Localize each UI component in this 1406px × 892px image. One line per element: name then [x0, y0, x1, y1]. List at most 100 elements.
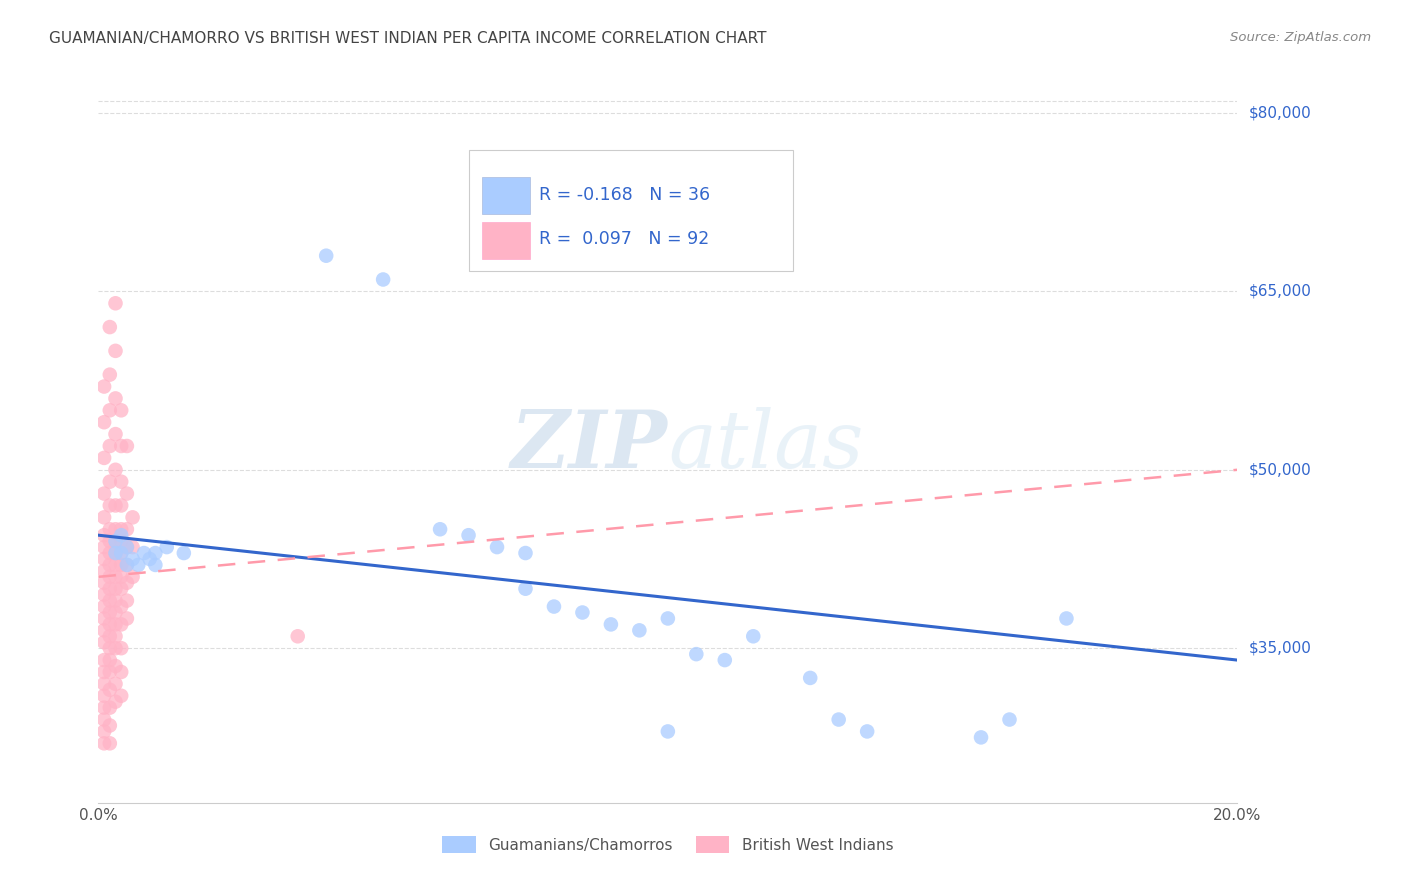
Point [93, 611, 115, 625]
Point [110, 641, 132, 656]
Point [98, 546, 121, 560]
Point [742, 629, 765, 643]
Point [98, 665, 121, 679]
Point [104, 534, 127, 549]
Text: Source: ZipAtlas.com: Source: ZipAtlas.com [1230, 31, 1371, 45]
Point [98, 570, 121, 584]
Point [104, 659, 127, 673]
Point [115, 522, 138, 536]
Point [98, 439, 121, 453]
Point [429, 522, 451, 536]
Point [93, 564, 115, 578]
Point [104, 499, 127, 513]
Point [110, 582, 132, 596]
Point [93, 713, 115, 727]
Point [93, 724, 115, 739]
Point [93, 624, 115, 638]
Point [115, 611, 138, 625]
Point [121, 510, 143, 524]
Point [457, 528, 479, 542]
Point [104, 617, 127, 632]
Point [657, 611, 679, 625]
Point [93, 379, 115, 393]
Point [110, 522, 132, 536]
Point [93, 689, 115, 703]
Text: $50,000: $50,000 [1249, 462, 1312, 477]
Point [115, 593, 138, 607]
Point [93, 575, 115, 590]
Point [110, 534, 132, 549]
Point [110, 558, 132, 572]
Point [132, 546, 155, 560]
Point [104, 343, 127, 358]
Point [1056, 611, 1078, 625]
Point [104, 695, 127, 709]
Point [104, 641, 127, 656]
Text: $65,000: $65,000 [1249, 284, 1312, 299]
Text: R = -0.168   N = 36: R = -0.168 N = 36 [538, 186, 710, 203]
Point [93, 700, 115, 714]
Point [515, 582, 537, 596]
FancyBboxPatch shape [482, 177, 530, 214]
Point [110, 665, 132, 679]
Point [98, 475, 121, 489]
Point [115, 540, 138, 554]
Point [110, 546, 132, 560]
Point [104, 392, 127, 406]
Point [93, 540, 115, 554]
Point [104, 582, 127, 596]
Point [93, 415, 115, 429]
FancyBboxPatch shape [468, 150, 793, 271]
Point [110, 599, 132, 614]
Point [104, 629, 127, 643]
Point [799, 671, 821, 685]
Point [98, 558, 121, 572]
Point [93, 736, 115, 750]
Text: $35,000: $35,000 [1249, 640, 1312, 656]
Point [121, 540, 143, 554]
Point [104, 427, 127, 442]
Point [173, 546, 195, 560]
Point [98, 593, 121, 607]
Point [98, 736, 121, 750]
Point [685, 647, 707, 661]
Point [98, 522, 121, 536]
Point [93, 653, 115, 667]
Point [115, 439, 138, 453]
Point [121, 552, 143, 566]
Point [104, 534, 127, 549]
Point [93, 588, 115, 602]
Point [145, 558, 167, 572]
Point [104, 522, 127, 536]
Point [714, 653, 737, 667]
Point [121, 570, 143, 584]
Point [373, 272, 395, 286]
Point [98, 368, 121, 382]
Point [115, 558, 138, 572]
Text: $80,000: $80,000 [1249, 105, 1312, 120]
Point [287, 629, 309, 643]
Point [98, 700, 121, 714]
Point [93, 599, 115, 614]
Point [127, 558, 149, 572]
Point [828, 713, 851, 727]
Point [110, 499, 132, 513]
Point [93, 528, 115, 542]
Point [93, 635, 115, 649]
Point [110, 475, 132, 489]
Point [98, 617, 121, 632]
Point [98, 629, 121, 643]
Point [98, 499, 121, 513]
Point [156, 540, 179, 554]
Point [98, 606, 121, 620]
Point [104, 546, 127, 560]
Point [104, 558, 127, 572]
Point [115, 575, 138, 590]
Point [571, 606, 593, 620]
Point [104, 677, 127, 691]
Point [104, 463, 127, 477]
Text: GUAMANIAN/CHAMORRO VS BRITISH WEST INDIAN PER CAPITA INCOME CORRELATION CHART: GUAMANIAN/CHAMORRO VS BRITISH WEST INDIA… [49, 31, 766, 46]
Point [315, 249, 337, 263]
Point [115, 540, 138, 554]
Point [98, 582, 121, 596]
